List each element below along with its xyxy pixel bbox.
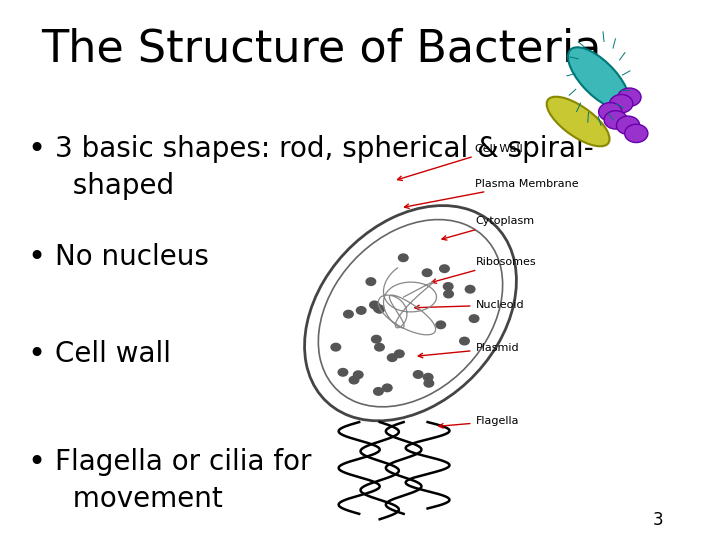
Circle shape — [444, 282, 453, 290]
Text: •: • — [27, 448, 45, 477]
Text: •: • — [27, 135, 45, 164]
Circle shape — [372, 335, 381, 343]
Circle shape — [459, 338, 469, 345]
Circle shape — [395, 350, 404, 357]
Circle shape — [370, 301, 379, 309]
Circle shape — [356, 307, 366, 314]
Circle shape — [618, 88, 641, 106]
Text: •: • — [27, 243, 45, 272]
Circle shape — [610, 94, 633, 113]
Text: Ribosomes: Ribosomes — [432, 257, 536, 284]
Text: Cell Wall: Cell Wall — [397, 144, 523, 180]
Text: Nucleoid: Nucleoid — [415, 300, 524, 310]
Circle shape — [413, 370, 423, 378]
Circle shape — [469, 315, 479, 322]
Circle shape — [387, 354, 397, 361]
Circle shape — [374, 305, 383, 312]
Ellipse shape — [318, 220, 503, 407]
Circle shape — [423, 269, 432, 276]
Circle shape — [349, 376, 359, 384]
Circle shape — [465, 286, 475, 293]
Text: 3 basic shapes: rod, spherical & spiral-
  shaped: 3 basic shapes: rod, spherical & spiral-… — [55, 135, 593, 200]
Circle shape — [604, 111, 627, 129]
Circle shape — [374, 388, 383, 395]
Ellipse shape — [546, 97, 610, 146]
Circle shape — [424, 380, 433, 387]
Text: Cytoplasm: Cytoplasm — [442, 217, 535, 240]
Text: Plasmid: Plasmid — [418, 343, 519, 358]
Circle shape — [338, 368, 348, 376]
Text: No nucleus: No nucleus — [55, 243, 209, 271]
Circle shape — [440, 265, 449, 273]
Text: Flagella: Flagella — [438, 416, 519, 428]
Circle shape — [436, 321, 446, 329]
Circle shape — [382, 384, 392, 392]
Text: Plasma Membrane: Plasma Membrane — [405, 179, 579, 208]
Circle shape — [423, 374, 433, 381]
Ellipse shape — [568, 48, 629, 109]
Circle shape — [598, 103, 622, 121]
Text: The Structure of Bacteria: The Structure of Bacteria — [41, 27, 601, 70]
Text: Flagella or cilia for
  movement: Flagella or cilia for movement — [55, 448, 311, 513]
Circle shape — [444, 290, 454, 298]
Text: Cell wall: Cell wall — [55, 340, 171, 368]
Circle shape — [625, 124, 648, 143]
Text: •: • — [27, 340, 45, 369]
Circle shape — [398, 254, 408, 261]
Circle shape — [616, 116, 639, 134]
Circle shape — [354, 371, 363, 379]
Text: 3: 3 — [653, 511, 664, 529]
Ellipse shape — [305, 206, 516, 421]
Circle shape — [343, 310, 354, 318]
Circle shape — [331, 343, 341, 351]
Circle shape — [375, 306, 384, 313]
Circle shape — [366, 278, 376, 285]
Circle shape — [374, 343, 384, 351]
